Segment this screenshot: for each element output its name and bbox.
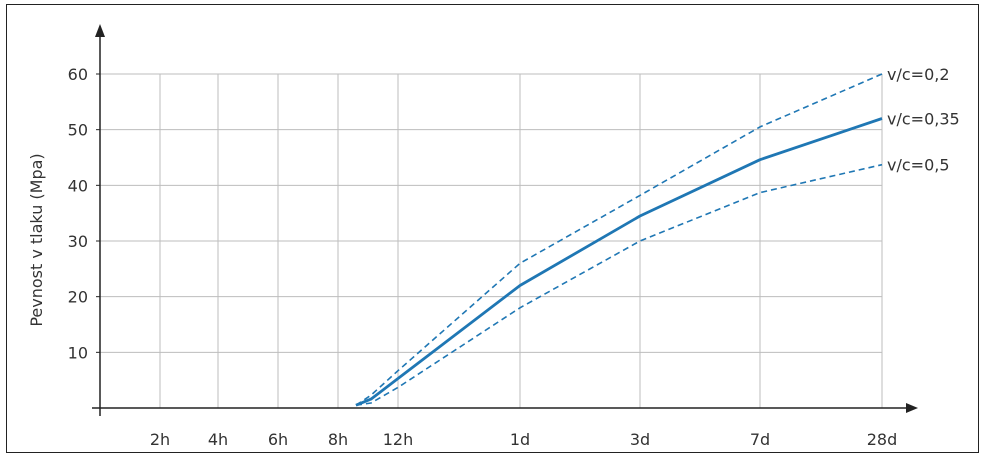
- y-tick-label: 10: [68, 343, 88, 362]
- series-lines: [355, 73, 883, 407]
- x-tick-label: 6h: [268, 430, 288, 449]
- y-tick-labels: 10 20 30 40 50 60: [68, 65, 100, 362]
- axes: [92, 24, 918, 416]
- grid: [100, 73, 883, 408]
- x-axis-arrow: [906, 403, 918, 413]
- y-tick-label: 20: [68, 288, 88, 307]
- series-line-0: [355, 73, 883, 406]
- series-label-1: v/c=0,35: [887, 110, 960, 129]
- series-label-2: v/c=0,5: [887, 156, 950, 175]
- x-tick-label: 3d: [630, 430, 650, 449]
- x-tick-label: 4h: [208, 430, 228, 449]
- y-tick-label: 40: [68, 176, 88, 195]
- y-axis-arrow: [95, 24, 105, 37]
- series-labels: v/c=0,2 v/c=0,35 v/c=0,5: [887, 65, 960, 175]
- series-label-0: v/c=0,2: [887, 65, 950, 84]
- x-tick-label: 8h: [328, 430, 348, 449]
- x-tick-label: 1d: [510, 430, 530, 449]
- chart-frame: [6, 4, 979, 453]
- y-tick-label: 50: [68, 121, 88, 140]
- series-line-2: [355, 163, 883, 406]
- x-tick-label: 2h: [150, 430, 170, 449]
- series-line-1: [355, 117, 883, 407]
- y-tick-label: 30: [68, 232, 88, 251]
- y-axis-label: Pevnost v tlaku (Mpa): [27, 153, 46, 326]
- x-tick-label: 12h: [383, 430, 414, 449]
- x-tick-label: 7d: [750, 430, 770, 449]
- x-tick-label: 28d: [867, 430, 898, 449]
- x-tick-labels: 2h 4h 6h 8h 12h 1d 3d 7d 28d: [150, 430, 897, 449]
- y-tick-label: 60: [68, 65, 88, 84]
